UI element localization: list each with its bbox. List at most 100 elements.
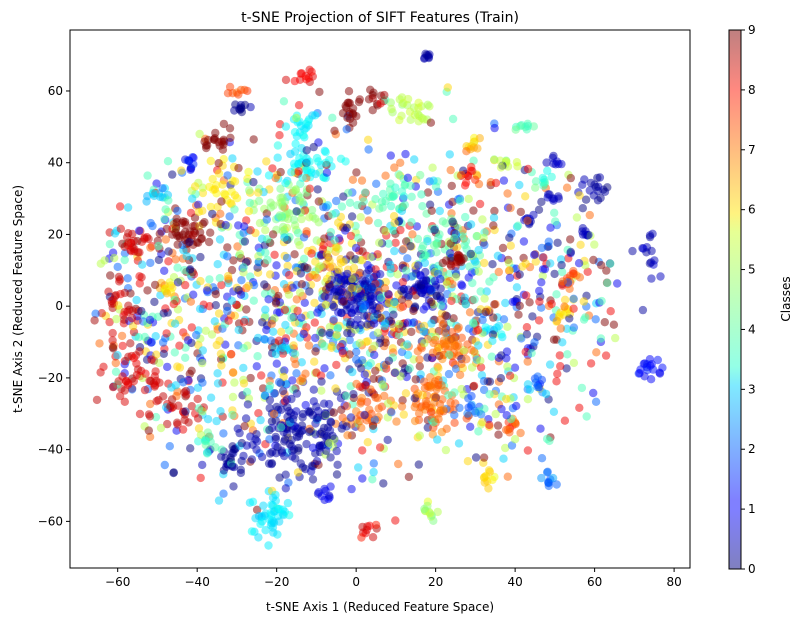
- scatter-point: [342, 103, 351, 112]
- scatter-point: [211, 290, 220, 299]
- scatter-point: [306, 467, 316, 476]
- scatter-point: [491, 409, 500, 419]
- scatter-point: [445, 150, 454, 159]
- scatter-point: [527, 348, 536, 358]
- scatter-point: [265, 435, 274, 444]
- scatter-point: [560, 416, 570, 425]
- scatter-point: [396, 225, 405, 235]
- scatter-point: [413, 389, 423, 398]
- scatter-point: [360, 301, 370, 310]
- x-tick-label: 20: [428, 575, 443, 589]
- scatter-point: [187, 402, 196, 411]
- scatter-point: [357, 397, 366, 406]
- scatter-point: [552, 377, 561, 386]
- scatter-point: [447, 296, 456, 306]
- scatter-point: [438, 258, 447, 268]
- scatter-point: [489, 221, 498, 230]
- scatter-point: [351, 243, 361, 253]
- scatter-point: [560, 295, 570, 304]
- scatter-point: [211, 301, 220, 310]
- scatter-point: [226, 133, 235, 142]
- scatter-point: [381, 196, 390, 206]
- scatter-point: [566, 173, 575, 183]
- scatter-point: [578, 227, 587, 236]
- scatter-point: [473, 144, 482, 153]
- scatter-point: [146, 338, 156, 347]
- scatter-point: [175, 363, 185, 372]
- scatter-point: [200, 436, 210, 445]
- scatter-point: [163, 157, 173, 166]
- scatter-point: [124, 301, 133, 310]
- scatter-point: [196, 252, 205, 262]
- scatter-point: [490, 155, 499, 164]
- scatter-point: [379, 479, 388, 488]
- scatter-point: [478, 315, 487, 325]
- scatter-point: [347, 212, 357, 221]
- scatter-point: [302, 165, 312, 175]
- scatter-point: [269, 409, 279, 419]
- scatter-point: [240, 222, 249, 231]
- scatter-point: [162, 289, 172, 298]
- scatter-point: [273, 443, 282, 452]
- scatter-point: [273, 153, 282, 162]
- scatter-point: [640, 359, 649, 368]
- scatter-point: [219, 119, 229, 129]
- scatter-point: [292, 207, 301, 216]
- scatter-point: [475, 134, 484, 143]
- scatter-point: [305, 427, 314, 437]
- scatter-point: [530, 250, 539, 260]
- scatter-point: [511, 125, 520, 134]
- scatter-point: [569, 269, 578, 278]
- scatter-point: [442, 424, 451, 433]
- scatter-point: [217, 445, 226, 454]
- scatter-point: [656, 272, 665, 281]
- scatter-point: [462, 147, 471, 156]
- scatter-point: [299, 254, 309, 263]
- scatter-point: [352, 407, 361, 416]
- scatter-point: [553, 238, 562, 247]
- scatter-point: [334, 218, 343, 227]
- scatter-point: [414, 460, 423, 469]
- scatter-point: [406, 242, 415, 251]
- scatter-point: [531, 183, 540, 192]
- scatter-point: [348, 109, 357, 118]
- scatter-point: [430, 225, 439, 235]
- scatter-point: [411, 375, 420, 384]
- scatter-point: [329, 302, 339, 312]
- scatter-point: [550, 269, 559, 279]
- scatter-point: [183, 336, 193, 345]
- scatter-point: [530, 374, 540, 383]
- scatter-point: [233, 424, 242, 433]
- colorbar-gradient: [729, 30, 741, 569]
- scatter-point: [471, 257, 480, 266]
- scatter-point: [347, 484, 356, 494]
- scatter-point: [482, 287, 491, 296]
- scatter-point: [367, 283, 376, 292]
- scatter-point: [121, 377, 131, 386]
- scatter-point: [308, 475, 318, 484]
- scatter-point: [239, 363, 248, 373]
- scatter-point: [173, 420, 182, 429]
- scatter-point: [536, 424, 545, 433]
- scatter-point: [227, 296, 236, 305]
- scatter-point: [438, 395, 447, 404]
- scatter-point: [580, 175, 589, 184]
- scatter-point: [276, 327, 286, 336]
- scatter-point: [361, 276, 370, 286]
- scatter-point: [332, 360, 341, 370]
- scatter-point: [499, 176, 509, 185]
- scatter-point: [198, 358, 207, 368]
- scatter-point: [220, 189, 229, 198]
- scatter-point: [549, 407, 559, 416]
- scatter-point: [347, 284, 356, 293]
- scatter-point: [407, 192, 416, 201]
- scatter-point: [369, 459, 378, 468]
- scatter-point: [296, 269, 306, 278]
- scatter-point: [478, 215, 487, 224]
- scatter-point: [455, 196, 465, 205]
- scatter-point: [281, 75, 291, 85]
- scatter-point: [455, 370, 465, 380]
- scatter-point: [108, 343, 118, 352]
- scatter-point: [279, 222, 288, 232]
- y-tick-label: 60: [48, 84, 63, 98]
